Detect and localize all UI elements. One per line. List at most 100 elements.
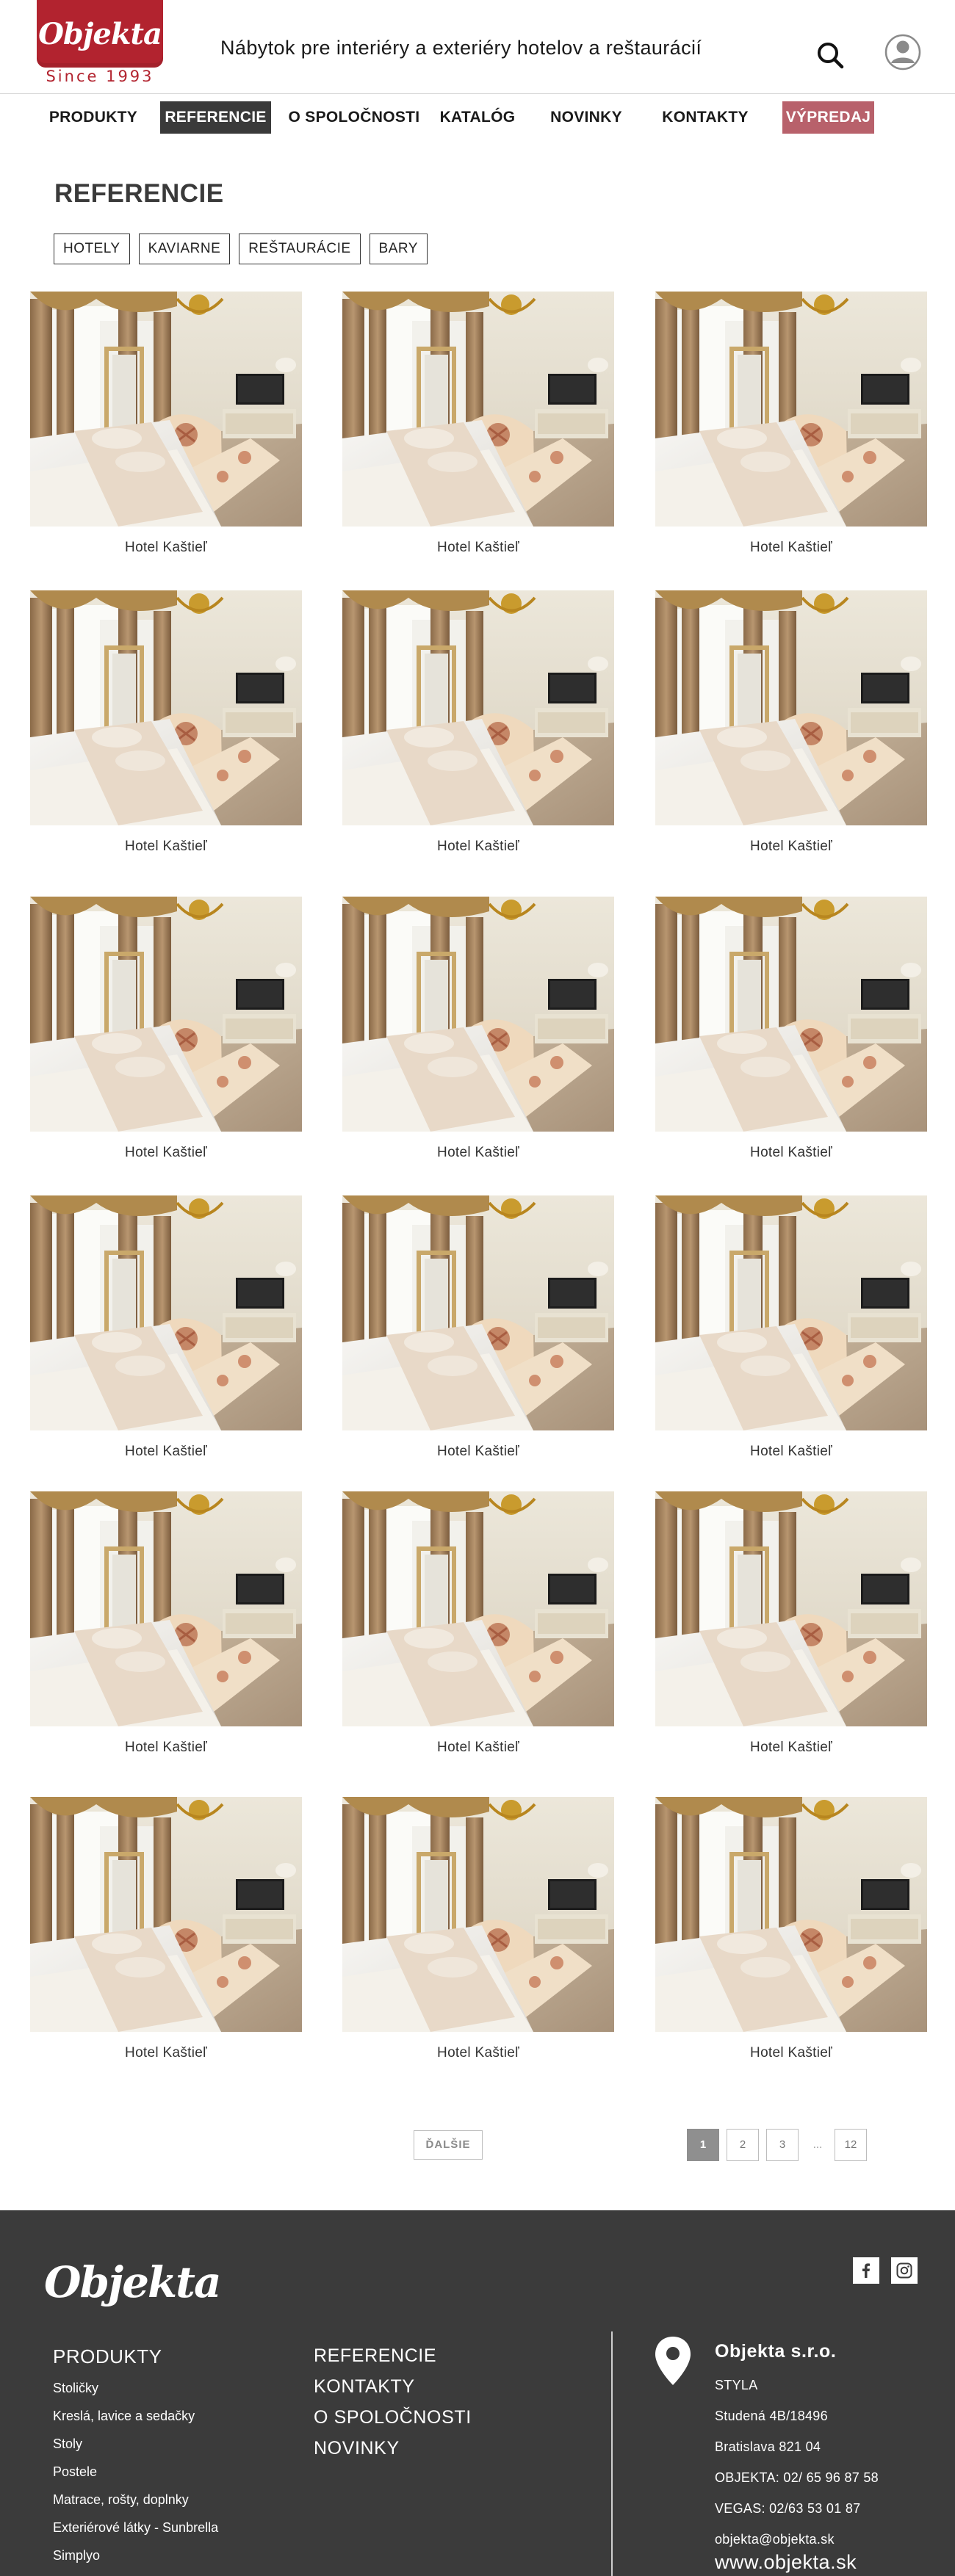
reference-card[interactable]: Hotel Kaštieľ: [655, 1195, 927, 1475]
reference-image[interactable]: [30, 1195, 302, 1430]
reference-caption[interactable]: Hotel Kaštieľ: [437, 839, 519, 854]
reference-photo: [342, 1797, 614, 2032]
reference-image[interactable]: [655, 897, 927, 1132]
reference-card[interactable]: Hotel Kaštieľ: [30, 1491, 302, 1770]
reference-caption[interactable]: Hotel Kaštieľ: [437, 1444, 519, 1459]
phone-vegas[interactable]: VEGAS: 02/63 53 01 87: [715, 2501, 861, 2516]
reference-image[interactable]: [342, 292, 614, 527]
reference-card[interactable]: Hotel Kaštieľ: [342, 897, 614, 1176]
reference-card[interactable]: Hotel Kaštieľ: [342, 590, 614, 869]
filter-bary[interactable]: BARY: [369, 234, 428, 264]
page-last-button[interactable]: 12: [835, 2129, 867, 2161]
reference-image[interactable]: [655, 292, 927, 527]
reference-caption[interactable]: Hotel Kaštieľ: [125, 2045, 207, 2061]
footer-link-sunbrella[interactable]: Exteriérové látky - Sunbrella: [53, 2520, 219, 2535]
reference-card[interactable]: Hotel Kaštieľ: [655, 897, 927, 1176]
nav-item-novinky[interactable]: NOVINKY: [550, 109, 622, 126]
reference-image[interactable]: [342, 590, 614, 825]
reference-card[interactable]: Hotel Kaštieľ: [30, 1797, 302, 2076]
reference-caption[interactable]: Hotel Kaštieľ: [750, 540, 832, 555]
nav-item-katalog[interactable]: KATALÓG: [439, 109, 516, 126]
footer-link-novinky[interactable]: NOVINKY: [314, 2438, 400, 2459]
facebook-link[interactable]: [853, 2257, 879, 2284]
reference-caption[interactable]: Hotel Kaštieľ: [437, 1145, 519, 1160]
footer-link-stoly[interactable]: Stoly: [53, 2436, 83, 2451]
nav-item-kontakty[interactable]: KONTAKTY: [662, 109, 749, 126]
reference-card[interactable]: Hotel Kaštieľ: [655, 292, 927, 571]
reference-card[interactable]: Hotel Kaštieľ: [30, 590, 302, 869]
reference-image[interactable]: [342, 1797, 614, 2032]
page-1-button[interactable]: 1: [687, 2129, 719, 2161]
reference-caption[interactable]: Hotel Kaštieľ: [437, 540, 519, 555]
reference-card[interactable]: Hotel Kaštieľ: [342, 1195, 614, 1475]
reference-caption[interactable]: Hotel Kaštieľ: [437, 2045, 519, 2061]
reference-image[interactable]: [30, 897, 302, 1132]
reference-card[interactable]: Hotel Kaštieľ: [342, 1797, 614, 2076]
reference-image[interactable]: [30, 1491, 302, 1726]
reference-card[interactable]: Hotel Kaštieľ: [30, 292, 302, 571]
reference-caption[interactable]: Hotel Kaštieľ: [750, 2045, 832, 2061]
footer-link-postele[interactable]: Postele: [53, 2464, 98, 2479]
filter-hotely[interactable]: HOTELY: [54, 234, 130, 264]
instagram-link[interactable]: [891, 2257, 918, 2284]
reference-caption[interactable]: Hotel Kaštieľ: [125, 1444, 207, 1459]
reference-image[interactable]: [342, 1195, 614, 1430]
footer-link-kresla[interactable]: Kreslá, lavice a sedačky: [53, 2409, 195, 2423]
filter-restauracie[interactable]: REŠTAURÁCIE: [239, 234, 361, 264]
filter-kaviarne[interactable]: KAVIARNE: [138, 234, 231, 264]
pagination-ellipsis: ...: [812, 2138, 823, 2151]
reference-photo: [30, 1195, 302, 1430]
reference-caption[interactable]: Hotel Kaštieľ: [750, 1444, 832, 1459]
reference-image[interactable]: [655, 1491, 927, 1726]
reference-image[interactable]: [342, 1491, 614, 1726]
reference-photo: [30, 590, 302, 825]
reference-caption[interactable]: Hotel Kaštieľ: [125, 839, 207, 854]
nav-item-o-spolocnosti[interactable]: O SPOLOČNOSTI: [288, 109, 420, 126]
reference-card[interactable]: Hotel Kaštieľ: [655, 1797, 927, 2076]
reference-image[interactable]: [655, 1797, 927, 2032]
brand-logo[interactable]: Objekta Since 1993: [37, 0, 163, 93]
email-link[interactable]: objekta@objekta.sk: [715, 2532, 835, 2547]
reference-image[interactable]: [655, 590, 927, 825]
footer-products-title[interactable]: PRODUKTY: [53, 2345, 162, 2367]
reference-image[interactable]: [30, 292, 302, 527]
reference-caption[interactable]: Hotel Kaštieľ: [750, 1145, 832, 1160]
footer-logo[interactable]: Objekta: [44, 2257, 222, 2307]
reference-image[interactable]: [30, 590, 302, 825]
footer-link-stolicky[interactable]: Stoličky: [53, 2381, 99, 2395]
website-link[interactable]: www.objekta.sk: [715, 2551, 857, 2573]
reference-card[interactable]: Hotel Kaštieľ: [30, 1195, 302, 1475]
reference-caption[interactable]: Hotel Kaštieľ: [750, 1740, 832, 1755]
reference-image[interactable]: [342, 897, 614, 1132]
footer-link-o-spolocnosti[interactable]: O SPOLOČNOSTI: [314, 2407, 472, 2428]
reference-caption[interactable]: Hotel Kaštieľ: [125, 1740, 207, 1755]
reference-card[interactable]: Hotel Kaštieľ: [655, 1491, 927, 1770]
reference-card[interactable]: Hotel Kaštieľ: [342, 1491, 614, 1770]
category-filters: HOTELY KAVIARNE REŠTAURÁCIE BARY: [54, 234, 428, 264]
footer-link-simplyo[interactable]: Simplyo: [53, 2548, 101, 2563]
footer-link-matrace[interactable]: Matrace, rošty, doplnky: [53, 2492, 189, 2507]
page-3-button[interactable]: 3: [766, 2129, 799, 2161]
page-2-button[interactable]: 2: [727, 2129, 759, 2161]
reference-photo: [30, 897, 302, 1132]
search-button[interactable]: [814, 38, 848, 72]
reference-caption[interactable]: Hotel Kaštieľ: [125, 540, 207, 555]
reference-caption[interactable]: Hotel Kaštieľ: [750, 839, 832, 854]
reference-caption[interactable]: Hotel Kaštieľ: [125, 1145, 207, 1160]
phone-objekta[interactable]: OBJEKTA: 02/ 65 96 87 58: [715, 2470, 879, 2485]
reference-card[interactable]: Hotel Kaštieľ: [342, 292, 614, 571]
nav-item-vypredaj[interactable]: VÝPREDAJ: [782, 101, 874, 134]
account-button[interactable]: [884, 33, 922, 71]
reference-image[interactable]: [30, 1797, 302, 2032]
next-page-button[interactable]: ĎALŠIE: [414, 2130, 483, 2160]
reference-card[interactable]: Hotel Kaštieľ: [30, 897, 302, 1176]
nav-item-referencie[interactable]: REFERENCIE: [160, 101, 271, 134]
reference-photo: [655, 897, 927, 1132]
reference-caption[interactable]: Hotel Kaštieľ: [437, 1740, 519, 1755]
nav-item-produkty[interactable]: PRODUKTY: [48, 109, 138, 126]
logo-wordmark: Objekta: [38, 16, 162, 51]
footer-link-referencie[interactable]: REFERENCIE: [314, 2345, 437, 2366]
footer-link-kontakty[interactable]: KONTAKTY: [314, 2376, 415, 2397]
reference-image[interactable]: [655, 1195, 927, 1430]
reference-card[interactable]: Hotel Kaštieľ: [655, 590, 927, 869]
